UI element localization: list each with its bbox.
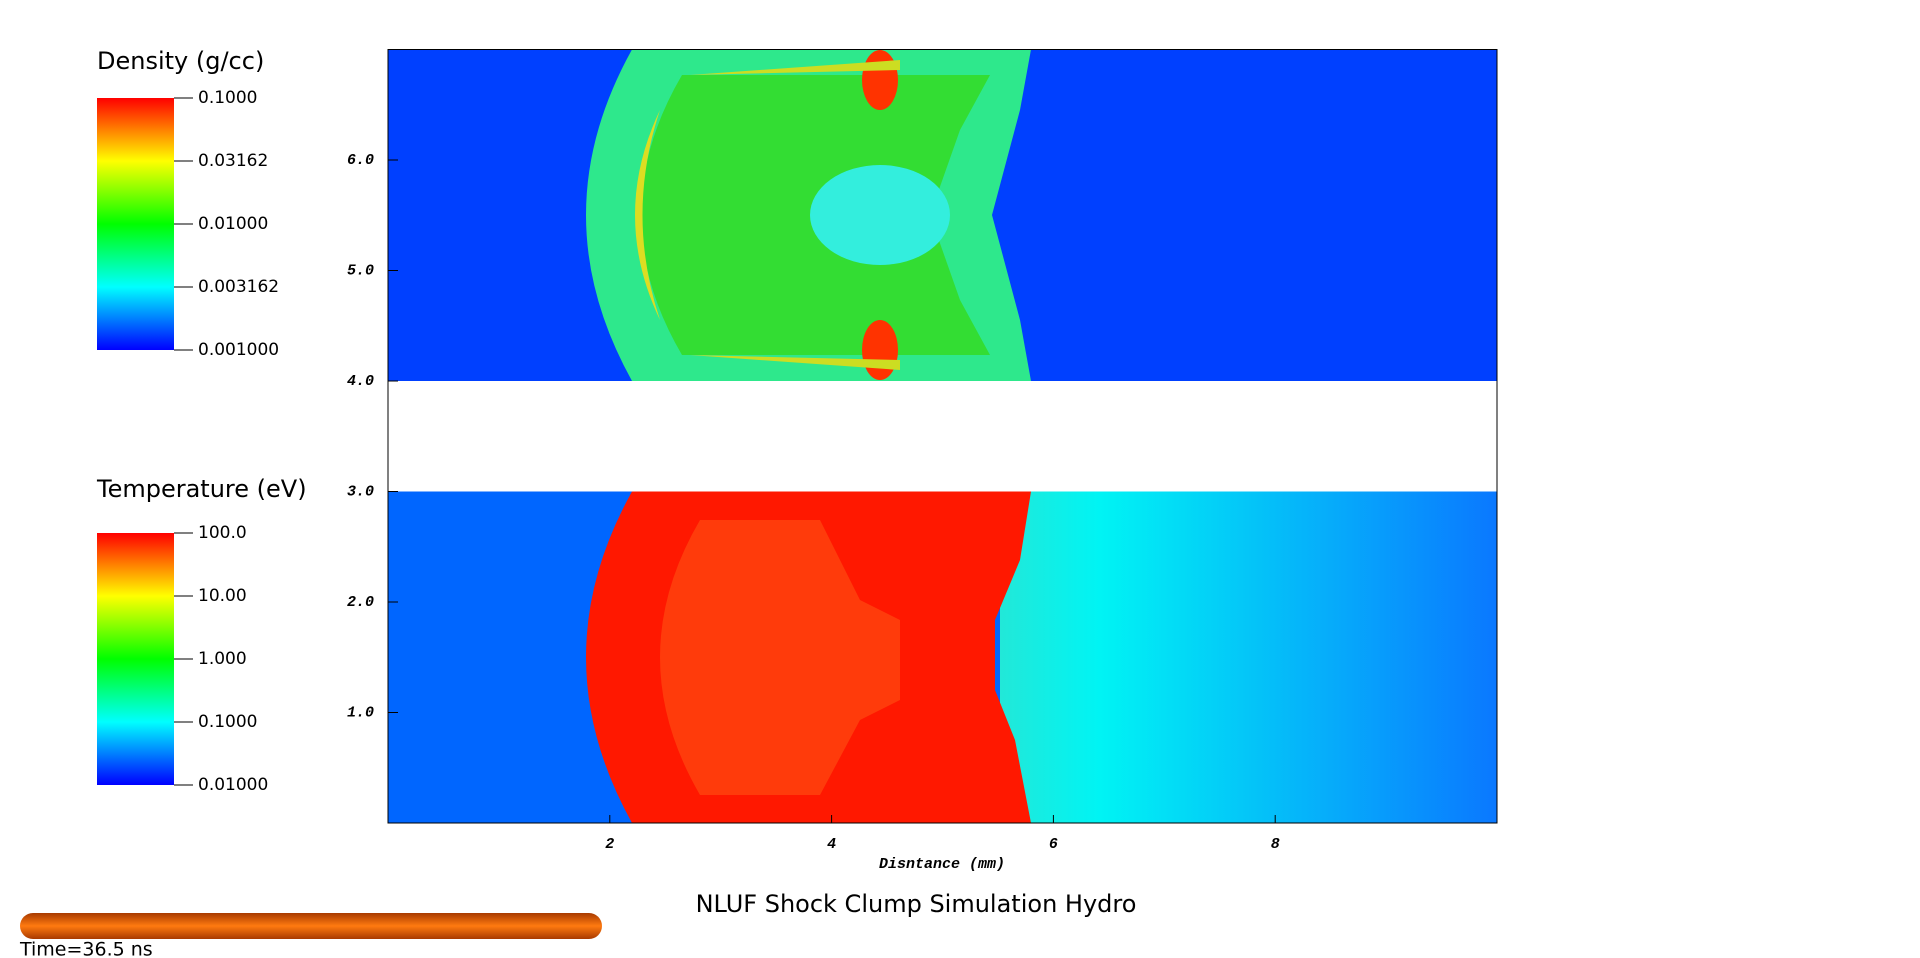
colorbar bbox=[97, 533, 174, 785]
colorbar-tick-label: 0.01000 bbox=[198, 775, 268, 795]
y-tick-label: 4.0 bbox=[347, 373, 374, 390]
time-label: Time=36.5 ns bbox=[19, 939, 153, 958]
x-tick-label: 6 bbox=[1049, 836, 1058, 853]
colorbar-tick-label: 0.1000 bbox=[198, 712, 257, 732]
y-tick-label: 1.0 bbox=[347, 704, 374, 721]
temperature-field bbox=[388, 491, 1497, 823]
colorbar-tick-label: 100.0 bbox=[198, 523, 247, 543]
colorbar-tick-label: 1.000 bbox=[198, 649, 247, 669]
colorbar-tick-label: 0.03162 bbox=[198, 151, 268, 171]
colorbar-title: Temperature (eV) bbox=[96, 475, 307, 503]
x-axis-label: Disntance (mm) bbox=[879, 856, 1005, 873]
colorbar-tick-label: 0.003162 bbox=[198, 277, 279, 297]
density-field bbox=[388, 49, 1497, 381]
colorbar bbox=[97, 98, 174, 350]
colorbar-tick-label: 0.001000 bbox=[198, 340, 279, 360]
x-tick-label: 8 bbox=[1271, 836, 1280, 853]
x-tick-label: 4 bbox=[827, 836, 836, 853]
y-tick-label: 5.0 bbox=[347, 262, 374, 279]
y-tick-label: 6.0 bbox=[347, 152, 374, 169]
plot-frame bbox=[387, 49, 1498, 824]
y-tick-label: 3.0 bbox=[347, 483, 374, 500]
colorbar-tick-label: 0.1000 bbox=[198, 88, 257, 108]
x-tick-label: 2 bbox=[605, 836, 614, 853]
colorbar-title: Density (g/cc) bbox=[97, 47, 264, 75]
y-tick-label: 2.0 bbox=[347, 594, 374, 611]
chart-title: NLUF Shock Clump Simulation Hydro bbox=[696, 890, 1137, 918]
time-slider[interactable] bbox=[20, 913, 602, 939]
colorbar-tick-label: 0.01000 bbox=[198, 214, 268, 234]
colorbar-tick-label: 10.00 bbox=[198, 586, 247, 606]
